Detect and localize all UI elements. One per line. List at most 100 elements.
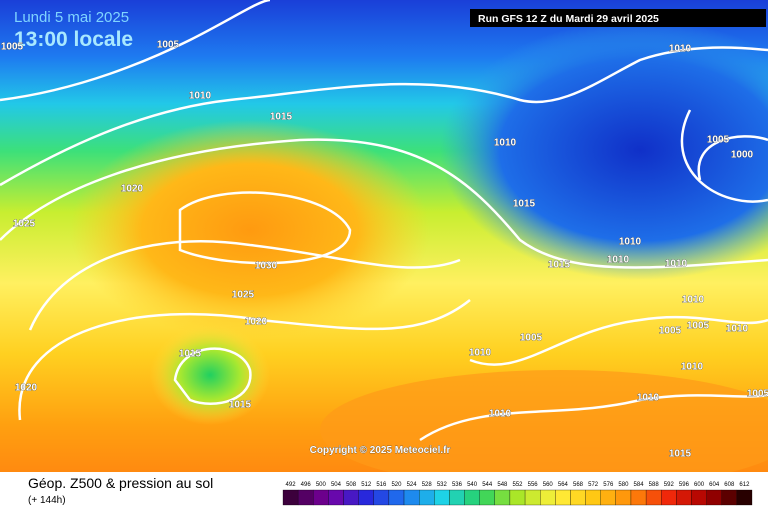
- scale-swatch: [615, 489, 632, 506]
- scale-label: 604: [709, 482, 720, 488]
- scale-swatch: [570, 489, 586, 506]
- isobar-label: 1005: [659, 326, 682, 337]
- isobar-label: 1000: [731, 150, 754, 161]
- scale-label: 520: [391, 482, 402, 488]
- isobar-label: 1025: [232, 290, 255, 301]
- scale-label: 564: [558, 482, 569, 488]
- isobar-label: 1005: [157, 40, 180, 51]
- isobar-label: 1015: [669, 449, 692, 460]
- scale-label: 588: [649, 482, 660, 488]
- scale-label: 504: [331, 482, 342, 488]
- scale-label: 540: [467, 482, 478, 488]
- isobar-label: 1005: [707, 135, 730, 146]
- isobar-label: 1005: [747, 389, 768, 400]
- scale-label: 612: [739, 482, 750, 488]
- scale-swatch: [328, 489, 344, 506]
- date: Lundi 5 mai 2025: [14, 9, 129, 26]
- isobar-label: 1010: [681, 362, 704, 373]
- isobar-label: 1015: [270, 112, 293, 123]
- scale-label: 572: [588, 482, 599, 488]
- isobar-label: 1010: [619, 237, 642, 248]
- scale-swatch: [630, 489, 647, 506]
- scale-swatch: [721, 489, 738, 506]
- isobar-label: 1010: [607, 255, 630, 266]
- time: 13:00 locale: [14, 28, 133, 51]
- run: Run GFS 12 Z du Mardi 29 avril 2025: [478, 13, 659, 25]
- isobar-label: 1010: [726, 324, 749, 335]
- scale-label: 568: [573, 482, 584, 488]
- scale-label: 528: [422, 482, 433, 488]
- isobar-label: 1010: [494, 138, 517, 149]
- isobar-label: 1010: [189, 91, 212, 102]
- scale-swatch: [388, 489, 405, 506]
- scale-swatch: [600, 489, 616, 506]
- scale-swatch: [479, 489, 495, 506]
- isobar-label: 1015: [513, 199, 536, 210]
- scale-label: 600: [694, 482, 705, 488]
- scale-label: 496: [301, 482, 312, 488]
- scale-swatch: [449, 489, 465, 506]
- footer-title: Géop. Z500 & pression au sol: [28, 475, 213, 491]
- scale-label: 560: [543, 482, 554, 488]
- run-box: [470, 9, 766, 27]
- scale-swatch: [555, 489, 571, 506]
- scale-label: 584: [634, 482, 645, 488]
- scale-label: 512: [361, 482, 372, 488]
- scale-label: 552: [512, 482, 523, 488]
- isobar-label: 1020: [15, 383, 38, 394]
- high: [70, 120, 430, 340]
- isobar-label: 1030: [255, 261, 278, 272]
- scale-swatch: [343, 489, 359, 506]
- scale-swatch: [540, 489, 556, 506]
- trough: [440, 20, 768, 280]
- scale-swatch: [434, 489, 450, 506]
- scale-label: 492: [286, 482, 297, 488]
- isobar-label: 1010: [669, 44, 692, 55]
- isobar-label: 1020: [245, 317, 268, 328]
- scale-swatch: [645, 489, 662, 506]
- scale-swatch: [585, 489, 601, 506]
- scale-swatch: [464, 489, 480, 506]
- isobars: [0, 0, 768, 440]
- scale-label: 548: [497, 482, 508, 488]
- scale-label: 608: [724, 482, 735, 488]
- scale-label: 576: [603, 482, 614, 488]
- isobar-label: 1010: [469, 348, 492, 359]
- scale-swatch: [282, 489, 299, 506]
- scale-label: 500: [316, 482, 327, 488]
- scale-swatch: [297, 489, 314, 506]
- scale-swatch: [524, 489, 541, 506]
- isobar-label: 1015: [229, 400, 252, 411]
- scale-swatch: [676, 489, 692, 506]
- scale-label: 516: [376, 482, 387, 488]
- scale-label: 532: [437, 482, 448, 488]
- scale-label: 556: [528, 482, 539, 488]
- scale-label: 596: [679, 482, 690, 488]
- scale-swatch: [419, 489, 435, 506]
- scale-swatch: [509, 489, 526, 506]
- scale-label: 536: [452, 482, 463, 488]
- isobar-label: 1010: [682, 295, 705, 306]
- scale-label: 592: [664, 482, 675, 488]
- scale-swatch: [736, 489, 753, 506]
- isobar-label: 1020: [121, 184, 144, 195]
- isobar-label: 1015: [179, 349, 202, 360]
- scale-swatch: [494, 489, 511, 506]
- isobar-label: 1005: [687, 321, 710, 332]
- isobar-label: 1005: [520, 333, 543, 344]
- scale-swatch: [403, 489, 420, 506]
- isobar-label: 1025: [13, 219, 36, 230]
- scale-swatch: [691, 489, 707, 506]
- scale-label: 524: [407, 482, 418, 488]
- isobar-label: 1010: [637, 393, 660, 404]
- scale-swatch: [373, 489, 390, 506]
- scale-swatch: [661, 489, 677, 506]
- isobar-label: 1010: [489, 409, 512, 420]
- isobar-label: 1005: [1, 42, 24, 53]
- low: [150, 325, 270, 425]
- copyright: Copyright © 2025 Meteociel.fr: [310, 445, 451, 456]
- south: [320, 370, 768, 490]
- isobar-label: 1010: [665, 259, 688, 270]
